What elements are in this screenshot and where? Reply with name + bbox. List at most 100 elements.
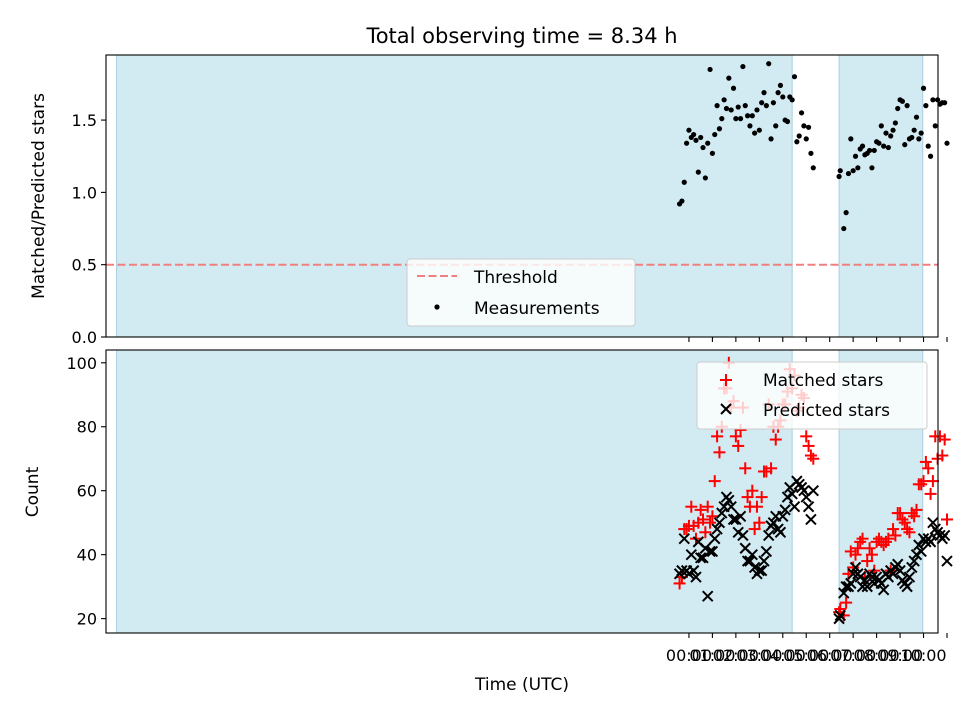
x-tick-label: 08:00: [854, 646, 900, 665]
matched-point: [741, 491, 754, 504]
matched-point: [746, 484, 759, 497]
predicted-point: [727, 513, 740, 526]
matched-point: [807, 452, 820, 465]
measurement-point: [749, 113, 755, 119]
x-axis-label: Time (UTC): [474, 675, 569, 695]
measurement-point: [714, 103, 720, 109]
x-tick-label: 00:00: [666, 646, 712, 665]
measurement-point: [693, 137, 699, 143]
measurement-point: [770, 100, 776, 106]
predicted-point: [723, 494, 735, 507]
measurement-point: [780, 94, 786, 100]
measurement-point: [705, 140, 711, 146]
measurement-point: [796, 133, 802, 139]
measurement-point: [801, 123, 807, 129]
matched-point: [697, 513, 710, 526]
measurement-point: [920, 85, 927, 91]
matched-point: [924, 487, 937, 500]
matched-point: [908, 510, 921, 523]
matched-point: [910, 503, 923, 516]
x-tick-label: 07:00: [830, 646, 876, 665]
measurement-point: [742, 103, 748, 109]
matched-point: [732, 439, 745, 452]
predicted-point: [753, 564, 766, 577]
measurement-point: [923, 103, 929, 109]
predicted-point: [856, 580, 869, 593]
y-tick-label: 1.0: [72, 183, 97, 202]
predicted-point: [833, 612, 845, 625]
x-tick-label: 09:00: [877, 646, 923, 665]
matched-point: [755, 491, 768, 504]
predicted-legend-swatch: [720, 403, 732, 415]
measurement-point: [798, 110, 805, 116]
measurement-point: [911, 127, 917, 133]
matched-point: [765, 462, 778, 475]
measurement-point: [730, 85, 737, 91]
predicted-point: [734, 510, 747, 522]
predicted-point: [903, 571, 916, 583]
predicted-point: [834, 609, 846, 622]
matched-point: [851, 542, 864, 555]
predicted-point: [706, 545, 719, 558]
matched-point: [865, 548, 878, 561]
measurement-point: [709, 150, 716, 156]
ratio-y-axis-label: Matched/Predicted stars: [29, 93, 49, 299]
y-tick-label: 0.0: [72, 328, 97, 347]
measurement-point: [892, 120, 898, 126]
measurement-point: [733, 116, 739, 122]
measurement-point: [759, 100, 765, 106]
threshold-legend-label: Threshold: [473, 268, 558, 288]
matched-point: [834, 603, 847, 616]
matched-point: [769, 433, 782, 446]
measurement-point: [885, 144, 891, 151]
measurement-point: [925, 143, 931, 149]
measurement-point: [794, 139, 800, 145]
x-tick-label: 05:00: [783, 646, 829, 665]
predicted-point: [805, 513, 817, 526]
predicted-point: [786, 488, 798, 500]
measurement-point: [944, 140, 950, 146]
y-tick-label: 0.5: [72, 256, 97, 275]
y-tick-label: 20: [77, 610, 97, 629]
matched-point: [750, 500, 763, 513]
predicted-point: [924, 536, 937, 548]
matched-point: [673, 577, 686, 590]
predicted-point: [713, 516, 726, 529]
predicted-point: [788, 500, 801, 513]
measurement-point: [927, 153, 934, 159]
matched-point: [847, 561, 860, 574]
predicted-point: [737, 529, 749, 542]
predicted-point: [678, 532, 690, 545]
measurement-point: [721, 97, 727, 103]
observing-window-bottom-1: [116, 349, 793, 634]
predicted-point: [760, 545, 773, 558]
y-tick-label: 1.5: [72, 111, 97, 130]
matched-point: [729, 430, 742, 443]
measurement-point: [852, 153, 859, 159]
matched-point: [889, 529, 902, 542]
predicted-point: [758, 555, 770, 567]
predicted-point: [716, 507, 728, 519]
measurement-point: [909, 134, 915, 141]
matched-point: [894, 507, 907, 520]
predicted-point: [767, 516, 780, 529]
measurement-point: [740, 63, 746, 70]
measurement-point: [700, 144, 706, 151]
predicted-point: [927, 516, 939, 529]
predicted-point: [894, 564, 906, 577]
matched-point: [753, 516, 766, 529]
matched-point: [694, 503, 707, 516]
measurement-point: [888, 133, 894, 139]
predicted-point: [777, 510, 789, 522]
predicted-point: [702, 590, 714, 602]
measurement-point: [702, 175, 708, 181]
matched-point: [800, 430, 813, 443]
predicted-point: [676, 564, 688, 577]
matched-point: [938, 433, 951, 446]
measurement-point: [899, 98, 906, 104]
predicted-point: [779, 504, 791, 516]
predicted-point: [690, 571, 702, 583]
x-tick-label: 10:00: [900, 646, 946, 665]
measurement-point: [735, 104, 741, 110]
